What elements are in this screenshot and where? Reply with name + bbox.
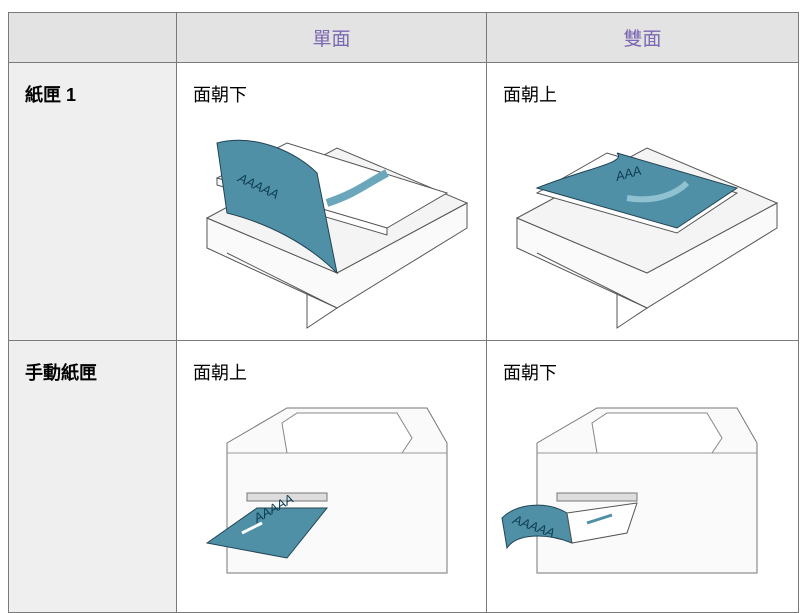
tray-illustration: AAAAA <box>205 139 469 329</box>
cell: 面朝上 AAA <box>487 63 799 341</box>
caption: 面朝上 <box>503 85 557 105</box>
caption: 面朝下 <box>193 85 247 105</box>
printer-illustration: AAAAA <box>501 407 758 574</box>
row-label: 紙匣 1 <box>9 63 177 341</box>
caption: 面朝上 <box>193 363 247 383</box>
header-corner <box>9 13 177 63</box>
column-header: 雙面 <box>487 13 799 63</box>
column-header: 單面 <box>177 13 487 63</box>
cell: 面朝下 AAAAA <box>487 341 799 613</box>
row-label: 手動紙匣 <box>9 341 177 613</box>
printer-illustration: AAAAA <box>205 407 448 574</box>
paper-text: AAA <box>613 163 643 184</box>
cell: 面朝上 AAAAA <box>177 341 487 613</box>
cell: 面朝下 AAAAA <box>177 63 487 341</box>
page: 單面 雙面 紙匣 1 面朝下 AAAAA 面朝上 AAA 手動紙匣 面朝上 <box>8 12 799 613</box>
tray-illustration: AAA <box>515 147 779 329</box>
caption: 面朝下 <box>503 363 557 383</box>
table: 單面 雙面 紙匣 1 面朝下 AAAAA 面朝上 AAA 手動紙匣 面朝上 <box>8 12 799 613</box>
